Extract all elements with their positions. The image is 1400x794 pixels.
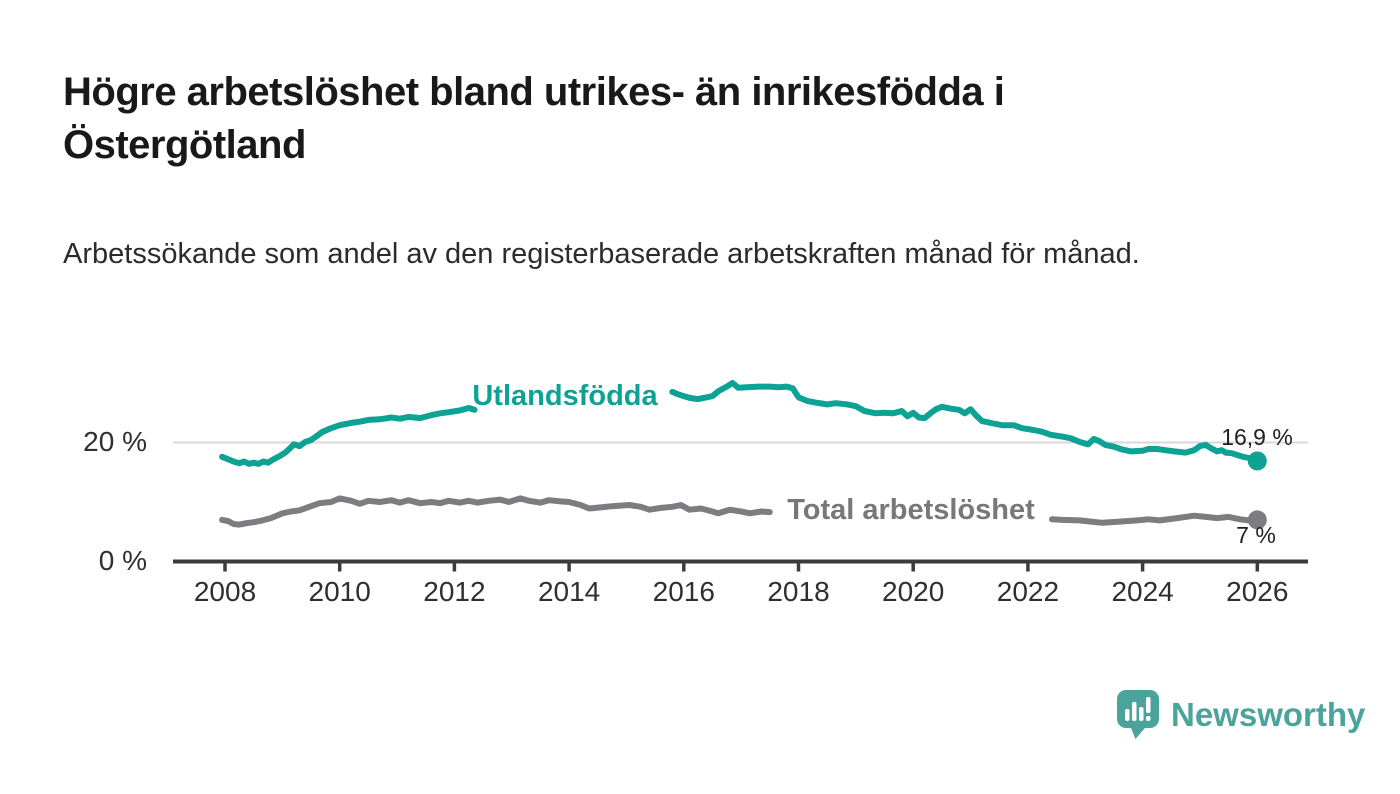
x-axis-tick-label: 2016 [652, 576, 715, 607]
end-value-label-utlandsfodda: 16,9 % [1221, 424, 1293, 450]
x-axis-tick-label: 2020 [882, 576, 945, 607]
y-axis-label-20: 20 % [83, 426, 147, 457]
brand-name: Newsworthy [1171, 696, 1366, 733]
end-value-label-total-arbetsloshet: 7 % [1236, 522, 1276, 548]
x-axis-tick-label: 2008 [193, 576, 257, 607]
newsworthy-logo-icon [1117, 690, 1159, 739]
y-axis-label-0: 0 % [98, 545, 147, 576]
x-axis-tick-label: 2026 [1226, 576, 1289, 607]
chart-title: Högre arbetslöshet bland utrikes- än inr… [63, 70, 1005, 167]
x-axis-tick-label: 2014 [537, 576, 601, 607]
x-axis-tick-label: 2010 [308, 576, 371, 607]
x-axis-tick-label: 2012 [423, 576, 486, 607]
chart-subtitle: Arbetssökande som andel av den registerb… [63, 238, 1140, 270]
series-label-utlandsfodda: Utlandsfödda [472, 380, 658, 412]
series-label-total-arbetsloshet: Total arbetslöshet [787, 494, 1035, 526]
brand-footer: Newsworthy [1117, 690, 1365, 740]
x-axis-tick-label: 2022 [996, 576, 1060, 607]
x-axis-tick-label: 2018 [767, 576, 830, 607]
x-axis-tick-label: 2024 [1111, 576, 1174, 607]
